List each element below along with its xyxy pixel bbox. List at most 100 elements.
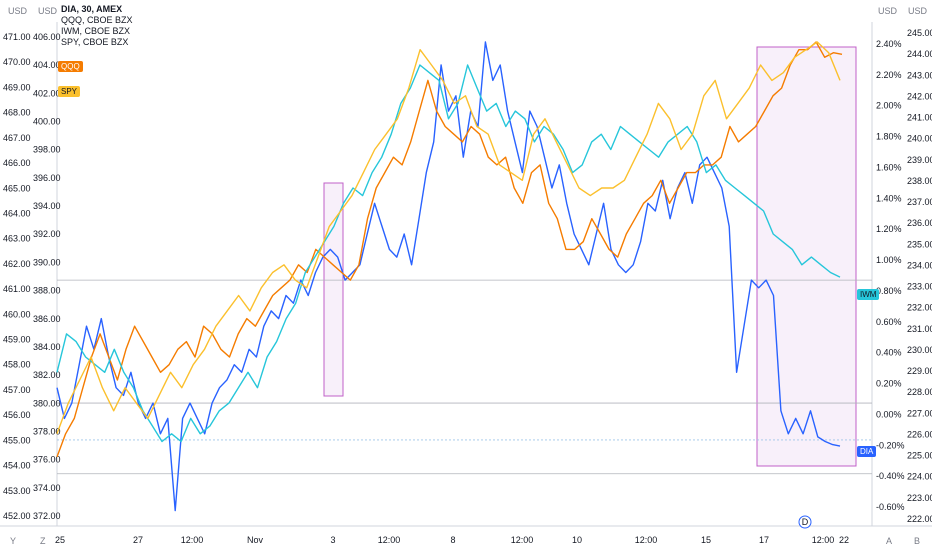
- x-tick-label: Nov: [247, 535, 264, 545]
- right-inner-tick-label: 0.40%: [876, 348, 902, 358]
- x-tick-label: 22: [839, 535, 849, 545]
- right-inner-tick-label: -0.20%: [876, 440, 905, 450]
- left-inner-tick-label: 390.00: [33, 257, 61, 267]
- right-outer-tick-label: 227.00: [907, 408, 932, 418]
- right-outer-tick-label: 241.00: [907, 113, 932, 123]
- left-outer-tick-label: 464.00: [3, 208, 31, 218]
- left-inner-tick-label: 386.00: [33, 314, 61, 324]
- right-inner-tick-label: 0.60%: [876, 317, 902, 327]
- right-outer-tick-label: 232.00: [907, 303, 932, 313]
- legend-main[interactable]: DIA, 30, AMEX: [61, 4, 123, 14]
- series-line-iwm: [56, 64, 841, 443]
- left-inner-tick-label: 378.00: [33, 426, 61, 436]
- left-inner-tick-label: 388.00: [33, 286, 61, 296]
- right-outer-unit: USD: [908, 6, 928, 16]
- x-tick-label: 12:00: [378, 535, 401, 545]
- right-inner-tick-label: 0.80%: [876, 286, 902, 296]
- bottom-icon-z[interactable]: Z: [40, 536, 46, 546]
- legend-iwm[interactable]: IWM, CBOE BZX: [61, 26, 131, 36]
- series-line-qqq: [56, 41, 843, 458]
- highlight-box-nov-3: [323, 182, 344, 397]
- right-outer-tick-label: 236.00: [907, 218, 932, 228]
- right-inner-tick-label: 1.60%: [876, 162, 902, 172]
- left-inner-tick-label: 398.00: [33, 145, 61, 155]
- right-outer-tick-label: 228.00: [907, 387, 932, 397]
- legend-spy[interactable]: SPY, CBOE BZX: [61, 37, 129, 47]
- left-outer-tick-label: 457.00: [3, 385, 31, 395]
- left-outer-tick-label: 465.00: [3, 183, 31, 193]
- x-tick-label: 27: [133, 535, 143, 545]
- right-inner-unit: USD: [878, 6, 898, 16]
- left-inner-tick-label: 382.00: [33, 370, 61, 380]
- left-outer-tick-label: 462.00: [3, 259, 31, 269]
- left-inner-tick-label: 384.00: [33, 342, 61, 352]
- left-outer-tick-label: 466.00: [3, 158, 31, 168]
- left-outer-tick-label: 471.00: [3, 32, 31, 42]
- right-outer-tick-label: 233.00: [907, 282, 932, 292]
- x-tick-label: 3: [330, 535, 335, 545]
- right-outer-tick-label: 240.00: [907, 134, 932, 144]
- series-line-spy: [56, 41, 841, 435]
- right-inner-tick-label: 2.00%: [876, 101, 902, 111]
- event-marker-circle: [798, 515, 812, 529]
- bottom-icon-y[interactable]: Y: [10, 536, 17, 546]
- badge-dia: DIA: [857, 446, 877, 457]
- right-outer-tick-label: 225.00: [907, 451, 932, 461]
- x-tick-label: 10: [572, 535, 582, 545]
- left-inner-tick-label: 392.00: [33, 229, 61, 239]
- right-outer-tick-label: 238.00: [907, 176, 932, 186]
- bottom-icon-a[interactable]: A: [886, 536, 893, 546]
- badge-iwm: IWM: [857, 289, 880, 300]
- left-inner-tick-label: 400.00: [33, 117, 61, 127]
- left-inner-tick-label: 380.00: [33, 398, 61, 408]
- x-tick-label: 25: [55, 535, 65, 545]
- x-tick-label: 12:00: [635, 535, 658, 545]
- x-tick-label: 17: [759, 535, 769, 545]
- right-outer-tick-label: 226.00: [907, 429, 932, 439]
- left-inner-unit: USD: [38, 6, 58, 16]
- left-outer-tick-label: 458.00: [3, 360, 31, 370]
- left-outer-tick-label: 459.00: [3, 335, 31, 345]
- left-inner-tick-label: 404.00: [33, 60, 61, 70]
- event-marker-label: D: [802, 517, 809, 527]
- badge-spy: SPY: [58, 86, 81, 97]
- x-tick-label: 12:00: [511, 535, 534, 545]
- right-outer-tick-label: 231.00: [907, 324, 932, 334]
- left-outer-tick-label: 468.00: [3, 108, 31, 118]
- left-outer-tick-label: 469.00: [3, 82, 31, 92]
- highlight-box-week-17: [756, 46, 857, 467]
- badge-qqq: QQQ: [58, 61, 83, 72]
- right-outer-tick-label: 229.00: [907, 366, 932, 376]
- right-outer-tick-label: 243.00: [907, 70, 932, 80]
- left-outer-tick-label: 461.00: [3, 284, 31, 294]
- right-outer-tick-label: 244.00: [907, 49, 932, 59]
- left-outer-tick-label: 452.00: [3, 511, 31, 521]
- legend: DIA, 30, AMEX QQQ, CBOE BZX IWM, CBOE BZ…: [61, 4, 133, 48]
- right-inner-tick-label: 2.20%: [876, 70, 902, 80]
- x-tick-label: 12:00: [812, 535, 835, 545]
- left-inner-tick-label: 372.00: [33, 511, 61, 521]
- right-outer-tick-label: 223.00: [907, 493, 932, 503]
- series-line-dia: [56, 41, 841, 512]
- legend-qqq[interactable]: QQQ, CBOE BZX: [61, 15, 133, 25]
- right-inner-tick-label: 0.00%: [876, 409, 902, 419]
- right-outer-tick-label: 224.00: [907, 472, 932, 482]
- right-outer-tick-label: 239.00: [907, 155, 932, 165]
- left-inner-tick-label: 394.00: [33, 201, 61, 211]
- right-inner-tick-label: -0.60%: [876, 502, 905, 512]
- right-inner-tick-label: 1.00%: [876, 255, 902, 265]
- right-inner-tick-label: 1.40%: [876, 193, 902, 203]
- left-inner-tick-label: 376.00: [33, 455, 61, 465]
- x-tick-label: 8: [450, 535, 455, 545]
- right-outer-tick-label: 237.00: [907, 197, 932, 207]
- right-outer-tick-label: 245.00: [907, 28, 932, 38]
- bottom-icon-b[interactable]: B: [914, 536, 921, 546]
- x-tick-label: 15: [701, 535, 711, 545]
- left-outer-tick-label: 453.00: [3, 486, 31, 496]
- right-inner-tick-label: 1.80%: [876, 132, 902, 142]
- right-inner-tick-label: -0.40%: [876, 471, 905, 481]
- left-outer-tick-label: 460.00: [3, 309, 31, 319]
- right-outer-tick-label: 222.00: [907, 514, 932, 524]
